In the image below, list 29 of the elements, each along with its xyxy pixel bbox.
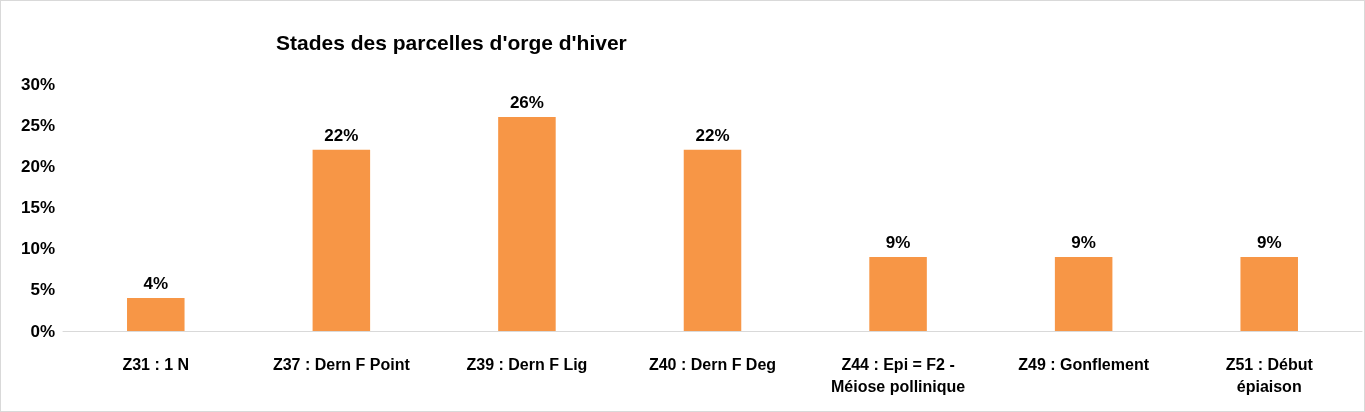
y-tick-label: 10% <box>20 239 55 259</box>
bar <box>498 116 556 331</box>
y-tick-label: 0% <box>30 321 55 341</box>
x-tick-label: Z44 : Epi = F2 - Méiose pollinique <box>830 355 966 395</box>
data-label: 9% <box>885 232 911 252</box>
y-tick-label: 5% <box>30 280 55 300</box>
bar <box>1054 256 1113 331</box>
data-label: 22% <box>324 125 359 145</box>
data-label: 4% <box>143 274 169 294</box>
data-label: 26% <box>509 92 544 112</box>
y-tick-label: 20% <box>20 156 55 176</box>
x-tick-label: Z31 : 1 N <box>122 355 190 373</box>
y-tick-label: 25% <box>20 115 55 135</box>
x-tick-label: Z40 : Dern F Deg <box>648 355 777 373</box>
x-tick-label: Z49 : Gonflement <box>1018 355 1150 373</box>
bar <box>1240 256 1298 331</box>
x-tick-label: Z51 : Début épiaison <box>1225 355 1314 395</box>
chart-title: Stades des parcelles d'orge d'hiver <box>276 31 627 54</box>
bar <box>312 149 371 331</box>
x-tick-label: Z39 : Dern F Lig <box>466 355 588 373</box>
bar <box>127 298 185 331</box>
y-tick-label: 30% <box>20 74 55 94</box>
y-tick-label: 15% <box>20 198 55 217</box>
data-label: 9% <box>1256 232 1282 252</box>
data-label: 22% <box>695 125 730 145</box>
bar <box>869 256 927 331</box>
x-tick-label: Z37 : Dern F Point <box>272 355 411 373</box>
bar <box>683 149 742 331</box>
data-label: 9% <box>1071 232 1096 252</box>
